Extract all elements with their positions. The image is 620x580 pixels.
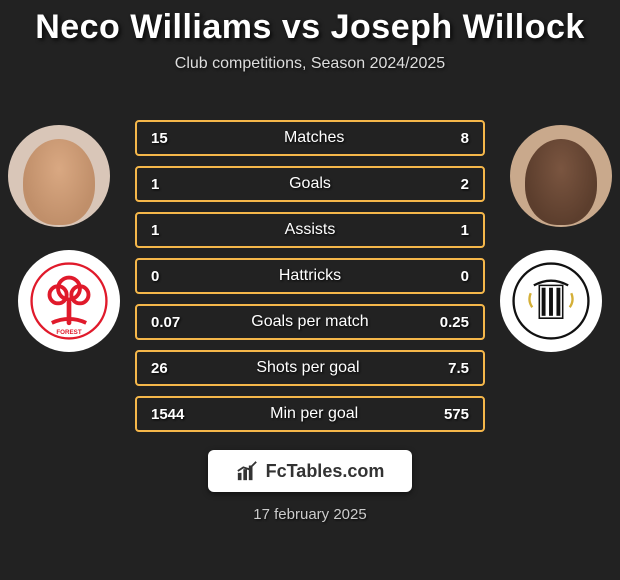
nottingham-forest-icon: FOREST xyxy=(30,262,108,340)
stat-row: 15 Matches 8 xyxy=(135,120,485,156)
stat-label: Hattricks xyxy=(279,267,341,285)
page-title: Neco Williams vs Joseph Willock xyxy=(0,0,620,47)
stat-row: 0 Hattricks 0 xyxy=(135,258,485,294)
brand-chart-icon xyxy=(236,460,258,482)
club-left-badge: FOREST xyxy=(18,250,120,352)
stat-label: Goals xyxy=(289,175,331,193)
stat-right-value: 1 xyxy=(461,222,469,239)
stat-left-value: 1 xyxy=(151,176,159,193)
stat-row: 1544 Min per goal 575 xyxy=(135,396,485,432)
svg-text:FOREST: FOREST xyxy=(56,329,81,336)
newcastle-united-icon xyxy=(512,262,590,340)
player-right-avatar xyxy=(510,125,612,227)
stat-right-value: 2 xyxy=(461,176,469,193)
stat-row: 26 Shots per goal 7.5 xyxy=(135,350,485,386)
stat-left-value: 26 xyxy=(151,360,168,377)
stat-left-value: 15 xyxy=(151,130,168,147)
stat-right-value: 8 xyxy=(461,130,469,147)
stat-row: 1 Goals 2 xyxy=(135,166,485,202)
player-left-avatar xyxy=(8,125,110,227)
stat-right-value: 7.5 xyxy=(448,360,469,377)
brand-text: FcTables.com xyxy=(266,461,385,482)
brand-badge: FcTables.com xyxy=(208,450,413,492)
stat-left-value: 0.07 xyxy=(151,314,180,331)
stat-label: Goals per match xyxy=(251,313,368,331)
date-text: 17 february 2025 xyxy=(0,506,620,523)
stat-right-value: 575 xyxy=(444,406,469,423)
stat-label: Min per goal xyxy=(270,405,358,423)
player-left-face xyxy=(23,139,94,226)
stat-row: 1 Assists 1 xyxy=(135,212,485,248)
stats-table: 15 Matches 8 1 Goals 2 1 Assists 1 0 Hattricks 0 0.0… xyxy=(135,120,485,442)
club-right-badge xyxy=(500,250,602,352)
stat-label: Assists xyxy=(285,221,336,239)
footer: FcTables.com 17 february 2025 xyxy=(0,442,620,523)
stat-row: 0.07 Goals per match 0.25 xyxy=(135,304,485,340)
stat-label: Matches xyxy=(284,129,344,147)
player-right-face xyxy=(525,139,596,226)
subtitle: Club competitions, Season 2024/2025 xyxy=(0,55,620,73)
stat-left-value: 1544 xyxy=(151,406,184,423)
stat-right-value: 0 xyxy=(461,268,469,285)
stat-left-value: 0 xyxy=(151,268,159,285)
stat-left-value: 1 xyxy=(151,222,159,239)
stat-right-value: 0.25 xyxy=(440,314,469,331)
stat-label: Shots per goal xyxy=(256,359,359,377)
